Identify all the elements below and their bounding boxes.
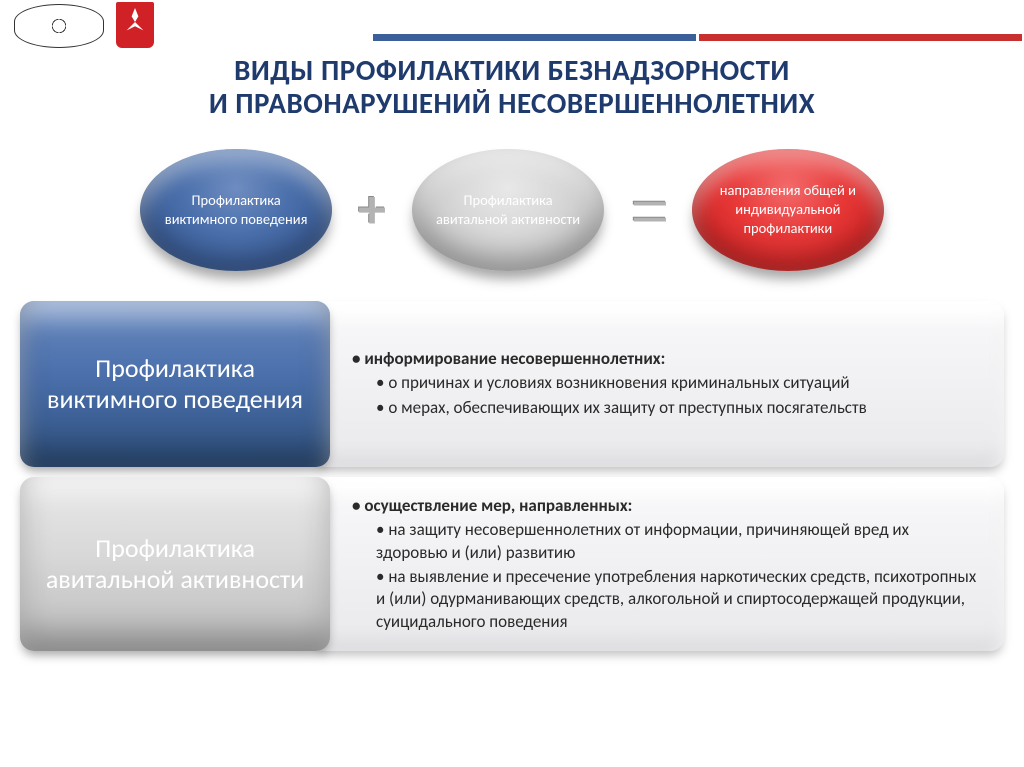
title-line-1: ВИДЫ ПРОФИЛАКТИКИ БЕЗНАДЗОРНОСТИ — [234, 52, 790, 88]
title-line-2: И ПРАВОНАРУШЕНИЙ НЕСОВЕРШЕННОЛЕТНИХ — [209, 85, 815, 121]
ellipse-right-text: направления общей и индивидуальной профи… — [710, 181, 866, 238]
panel-avital-prevention: осуществление мер, направленных: на защи… — [318, 477, 1004, 652]
header-accent-bars — [373, 34, 1022, 41]
panel-lead: информирование несовершеннолетних: — [352, 348, 982, 370]
header — [0, 0, 1024, 52]
tab-label: Профилактика авитальной активности — [44, 533, 306, 595]
ellipse-mid-text: Профилактика авитальной активности — [430, 191, 586, 229]
logo-region-icon — [14, 4, 104, 48]
ellipse-left-text: Профилактика виктимного поведения — [158, 191, 314, 229]
equals-icon: —— — [630, 194, 666, 225]
section-avital: Профилактика авитальной активности осуще… — [20, 477, 1004, 652]
ellipse-directions: направления общей и индивидуальной профи… — [692, 149, 884, 271]
section-victim: Профилактика виктимного поведения информ… — [20, 301, 1004, 467]
panel-victim-prevention: информирование несовершеннолетних: о при… — [318, 301, 1004, 467]
panel-sub: о причинах и условиях возникновения крим… — [376, 372, 982, 394]
plus-icon: + — [358, 176, 386, 244]
accent-bar-blue — [373, 34, 696, 41]
logo-emblem-icon — [116, 2, 154, 48]
tab-label: Профилактика виктимного поведения — [44, 353, 306, 415]
equation-row: Профилактика виктимного поведения + Проф… — [0, 149, 1024, 271]
panel-sub: на выявление и пресечение употребления н… — [376, 566, 982, 633]
accent-bar-red — [699, 34, 1022, 41]
ellipse-victim-prevention: Профилактика виктимного поведения — [140, 149, 332, 271]
slide-title: ВИДЫ ПРОФИЛАКТИКИ БЕЗНАДЗОРНОСТИ И ПРАВО… — [0, 54, 1024, 121]
panel-sub: на защиту несовершеннолетних от информац… — [376, 519, 982, 564]
panel-lead: осуществление мер, направленных: — [352, 495, 982, 517]
tab-victim-prevention: Профилактика виктимного поведения — [20, 301, 330, 467]
panel-sub: о мерах, обеспечивающих их защиту от пре… — [376, 397, 982, 419]
ellipse-avital-prevention: Профилактика авитальной активности — [412, 149, 604, 271]
tab-avital-prevention: Профилактика авитальной активности — [20, 477, 330, 652]
